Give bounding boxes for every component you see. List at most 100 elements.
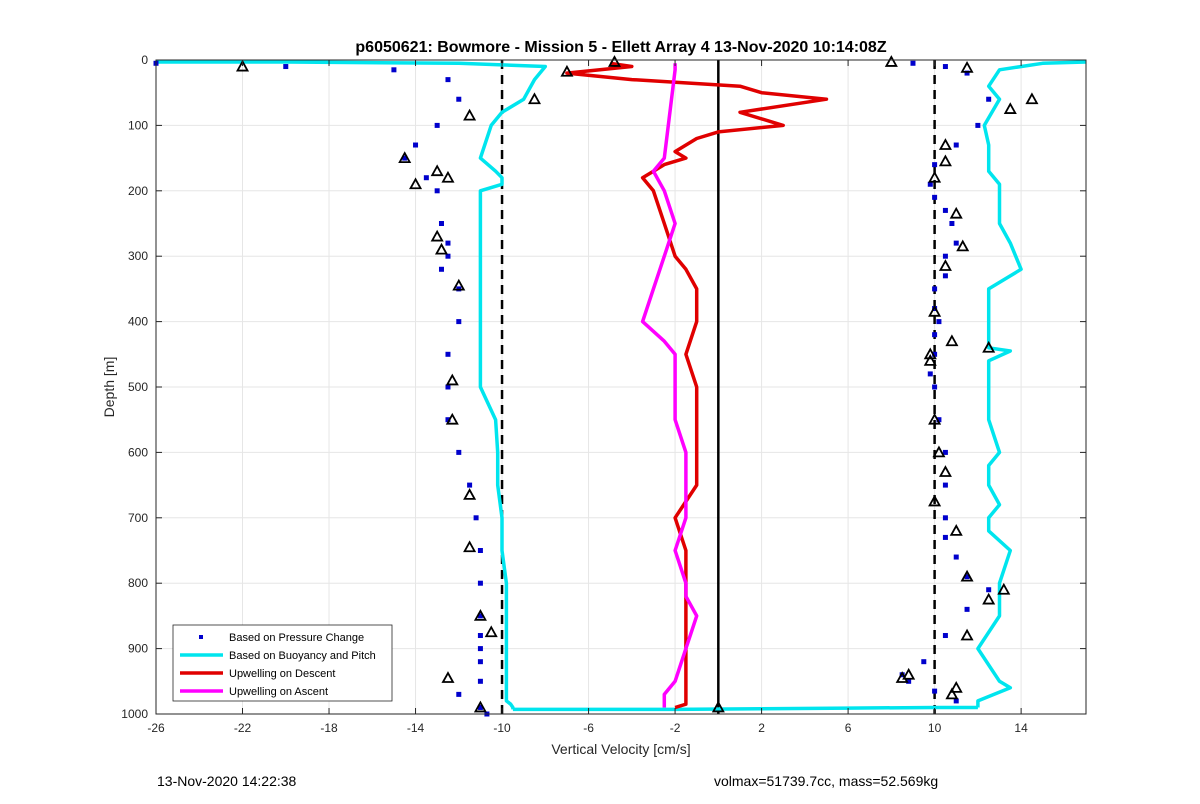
triangle-marker [938,138,952,150]
y-tick-label: 900 [128,642,148,656]
triangle-marker [434,242,449,255]
data-point [927,371,933,377]
data-point [391,67,397,73]
data-point [942,482,948,488]
data-point [402,155,408,161]
triangle-marker [928,170,942,183]
triangle-marker [945,687,959,700]
data-point [467,482,473,488]
data-point [964,574,970,580]
triangle-marker [441,671,455,683]
data-point [477,659,483,665]
data-point [434,122,440,128]
data-point [942,534,948,540]
triangle-marker [884,55,898,67]
data-point [921,659,927,665]
triangle-marker [398,151,412,164]
data-point [942,207,948,213]
data-point [477,678,483,684]
triangle-marker [1003,102,1017,114]
triangle-marker [982,592,996,605]
legend-label: Based on Pressure Change [229,632,364,644]
data-point [413,142,419,148]
triangle-marker [982,340,996,353]
y-tick-label: 0 [141,53,148,67]
y-tick-label: 800 [128,576,148,590]
x-tick-label: 2 [758,721,765,735]
series-0 [153,60,992,717]
data-point [438,266,444,272]
data-point [953,240,959,246]
x-tick-label: -10 [493,721,511,735]
data-point [910,60,916,66]
triangle-marker [956,239,970,252]
legend-swatch [199,635,203,639]
legend-box [172,624,393,702]
x-tick-label: 10 [928,721,942,735]
triangle-marker [960,628,974,641]
triangle-marker [932,445,946,458]
data-point [942,515,948,521]
data-point [434,188,440,194]
triangle-marker [441,170,455,183]
data-point [456,319,462,325]
data-point [445,77,451,83]
data-point [942,253,948,259]
data-point [445,384,451,390]
y-tick-label: 700 [128,511,148,525]
x-tick-label: -14 [407,721,425,735]
data-point [477,704,483,710]
data-point [932,194,938,200]
triangle-marker [960,60,974,73]
data-point [283,64,289,70]
data-point [456,96,462,102]
data-point [932,384,938,390]
triangle-marker [560,64,574,77]
triangle-marker [409,177,423,190]
data-point [473,515,479,521]
data-point [438,221,444,226]
data-point [936,319,942,325]
x-axis-label: Vertical Velocity [cm/s] [551,741,690,757]
triangle-marker [997,582,1011,595]
y-tick-label: 600 [128,445,148,459]
triangle-marker [938,465,952,477]
data-point [932,162,938,168]
y-tick-label: 100 [128,118,148,132]
triangle-marker [235,59,250,72]
triangle-marker [938,259,952,271]
triangle-marker [473,609,487,621]
triangle-marker [430,229,444,242]
triangle-marker [945,334,959,347]
triangle-marker [928,494,942,507]
data-point [953,554,959,560]
x-tick-label: 6 [845,721,852,735]
footer-timestamp: 13-Nov-2020 14:22:38 [157,773,297,789]
triangle-marker [484,625,498,638]
data-point [986,96,992,102]
y-tick-label: 200 [128,184,148,198]
x-tick-label: 14 [1014,721,1028,735]
triangle-marker [902,667,916,680]
triangle-marker [711,700,725,713]
data-point [445,417,451,423]
triangle-markers [235,55,1039,713]
data-point [932,351,938,357]
triangle-marker [923,347,937,360]
reference-lines [500,60,936,714]
x-tick-label: -26 [147,721,165,735]
data-point [986,587,992,593]
x-tick-label: -2 [670,721,681,735]
triangle-marker [445,412,459,425]
series-3 [640,63,699,708]
triangle-marker [923,353,937,366]
chart-title: p6050621: Bowmore - Mission 5 - Ellett A… [355,39,886,56]
data-point [975,122,981,128]
triangle-marker [445,373,459,386]
data-point [932,332,938,338]
legend-label: Based on Buoyancy and Pitch [229,650,376,662]
data-point [445,253,451,259]
triangle-marker [928,304,942,317]
triangle-marker [949,680,963,693]
legend-label: Upwelling on Ascent [229,686,328,698]
